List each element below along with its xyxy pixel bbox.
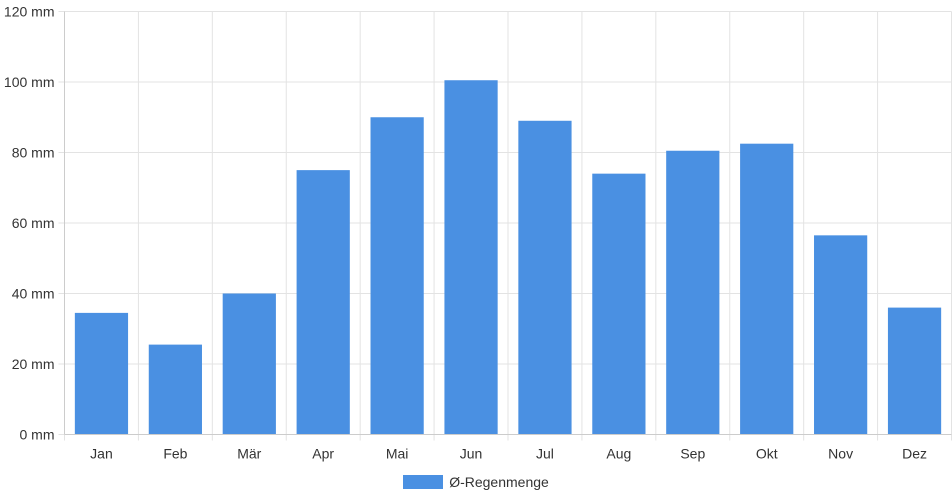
x-tick-label: Aug	[606, 446, 631, 462]
legend-item[interactable]: Ø-Regenmenge	[403, 474, 549, 490]
grid-lines	[58, 11, 952, 441]
x-tick-label: Feb	[163, 446, 187, 462]
bar-mär[interactable]	[222, 293, 276, 435]
bars	[74, 80, 942, 435]
legend-swatch	[403, 475, 444, 489]
bar-okt[interactable]	[740, 143, 794, 435]
x-tick-label: Jun	[460, 446, 483, 462]
x-tick-label: Sep	[680, 446, 705, 462]
y-tick-label: 40 mm	[12, 286, 55, 302]
y-tick-label: 100 mm	[4, 74, 55, 90]
x-tick-label: Mär	[237, 446, 261, 462]
y-tick-label: 60 mm	[12, 215, 55, 231]
y-tick-label: 120 mm	[4, 4, 55, 20]
bar-jun[interactable]	[444, 80, 498, 435]
x-axis-tick-labels: Jan Feb Mär Apr Mai Jun Jul Aug Sep Okt Nov Dez	[90, 446, 927, 462]
x-tick-label: Mai	[386, 446, 409, 462]
legend-label: Ø-Regenmenge	[449, 474, 549, 490]
x-tick-label: Jan	[90, 446, 113, 462]
bar-apr[interactable]	[296, 170, 350, 435]
legend: Ø-Regenmenge	[0, 472, 952, 492]
bar-jul[interactable]	[518, 120, 572, 435]
x-tick-label: Okt	[756, 446, 778, 462]
bar-chart-svg: 0 mm 20 mm 40 mm 60 mm 80 mm 100 mm 120 mm Jan…	[4, 4, 952, 462]
bar-feb[interactable]	[148, 344, 202, 435]
x-tick-label: Jul	[536, 446, 554, 462]
y-tick-label: 0 mm	[20, 427, 55, 443]
y-tick-label: 80 mm	[12, 145, 55, 161]
x-tick-label: Nov	[828, 446, 853, 462]
axes	[64, 11, 952, 435]
x-tick-label: Apr	[312, 446, 334, 462]
bar-jan[interactable]	[74, 312, 129, 435]
bar-nov[interactable]	[814, 235, 868, 435]
x-tick-label: Dez	[902, 446, 927, 462]
bar-sep[interactable]	[666, 150, 720, 435]
bar-aug[interactable]	[592, 173, 646, 435]
bar-mai[interactable]	[370, 117, 424, 435]
y-axis-tick-labels: 0 mm 20 mm 40 mm 60 mm 80 mm 100 mm 120 mm	[4, 4, 55, 443]
bar-dez[interactable]	[887, 307, 942, 435]
y-tick-label: 20 mm	[12, 356, 55, 372]
